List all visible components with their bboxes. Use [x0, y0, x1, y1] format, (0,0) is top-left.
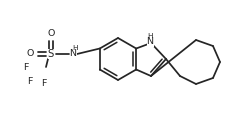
Text: H: H	[72, 45, 78, 51]
Text: N: N	[147, 37, 154, 47]
Text: N: N	[69, 50, 76, 59]
Text: F: F	[23, 62, 29, 72]
Text: O: O	[26, 50, 34, 59]
Text: H: H	[147, 33, 153, 39]
Text: F: F	[27, 77, 33, 86]
Text: O: O	[47, 29, 55, 37]
Text: F: F	[41, 80, 47, 89]
Text: S: S	[48, 49, 54, 59]
